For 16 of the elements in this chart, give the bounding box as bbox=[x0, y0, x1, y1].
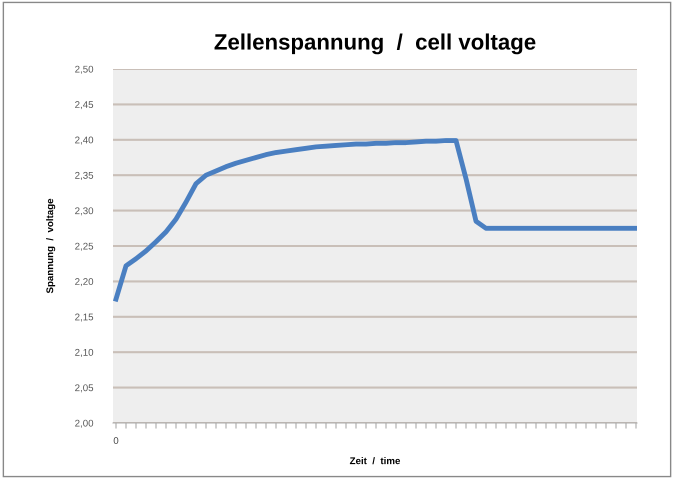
y-tick-label: 2,20 bbox=[75, 278, 94, 286]
y-tick-label: 2,15 bbox=[75, 314, 94, 322]
y-tick-label: 2,30 bbox=[75, 207, 94, 216]
y-tick-label: 2,05 bbox=[75, 384, 94, 392]
line-series bbox=[114, 138, 637, 302]
x-tick-label: 0 bbox=[114, 437, 118, 444]
y-tick-label: 2,25 bbox=[75, 242, 94, 251]
y-tick-label: 2,35 bbox=[75, 172, 94, 180]
x-axis-title: Zeit / time bbox=[350, 457, 400, 464]
chart-title: Zellenspannung / cell voltage bbox=[214, 33, 536, 54]
y-tick-label: 2,00 bbox=[75, 420, 94, 428]
y-tick-label: 2,50 bbox=[75, 66, 94, 74]
y-tick-label: 2,45 bbox=[75, 101, 94, 110]
y-tick-label: 2,10 bbox=[75, 348, 94, 357]
y-axis-title: Spannung / voltage bbox=[46, 198, 56, 294]
y-tick-label: 2,40 bbox=[75, 136, 94, 145]
